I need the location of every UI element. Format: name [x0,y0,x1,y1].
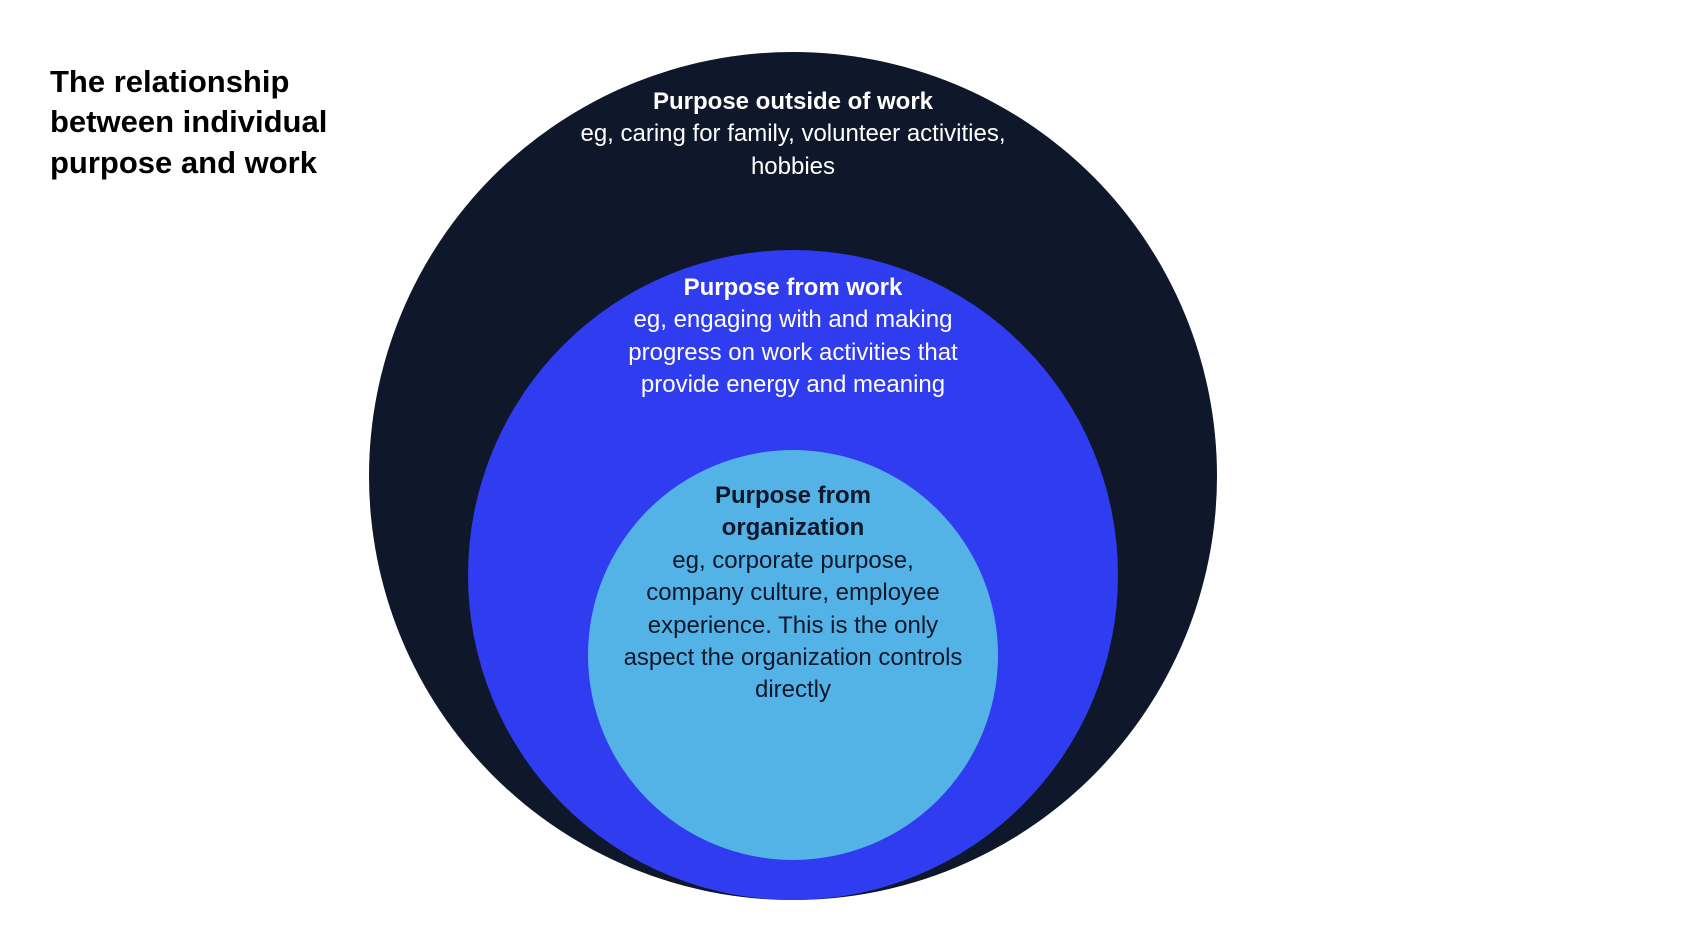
circle-middle-text: Purpose from work eg, engaging with and … [588,272,998,402]
circle-middle-title: Purpose from work [588,272,998,304]
circle-inner-title: Purpose fromorganization [623,480,963,545]
circle-outer-text: Purpose outside of work eg, caring for f… [578,86,1008,183]
diagram-title: The relationship between individual purp… [50,62,390,183]
circle-outer-subtitle: eg, caring for family, volunteer activit… [578,118,1008,183]
circle-middle-subtitle: eg, engaging with and making progress on… [588,304,998,401]
circle-inner-text: Purpose fromorganization eg, corporate p… [623,480,963,707]
circle-outer-title: Purpose outside of work [578,86,1008,118]
circle-inner-subtitle: eg, corporate purpose, company culture, … [623,545,963,707]
